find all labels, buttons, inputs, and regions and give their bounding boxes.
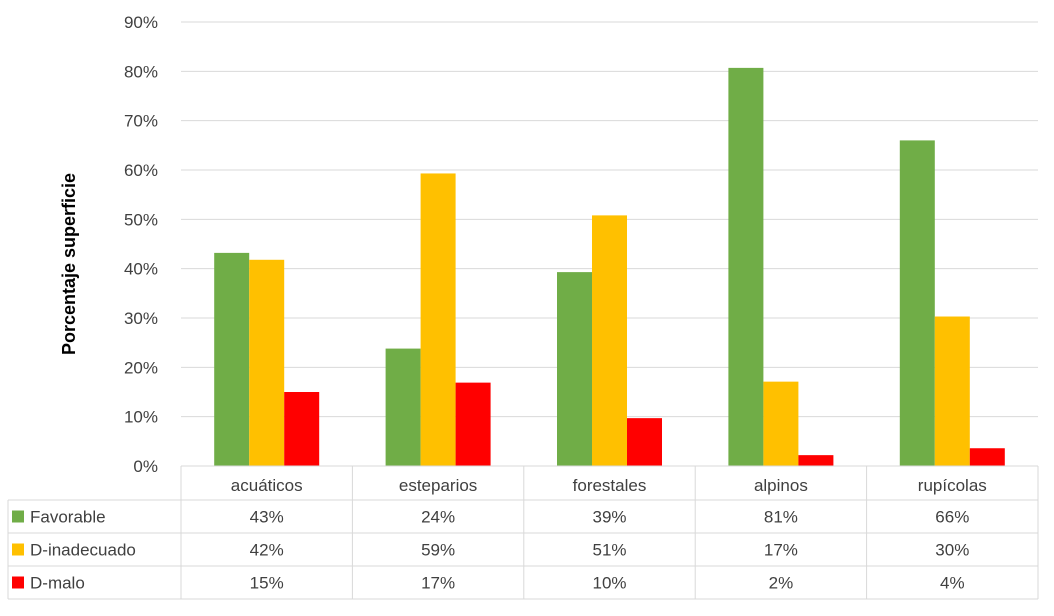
bar — [798, 455, 834, 466]
y-tick-label: 40% — [124, 260, 158, 279]
data-table-value: 42% — [250, 541, 284, 560]
y-tick-label: 10% — [124, 408, 158, 427]
bar — [899, 140, 935, 466]
x-tick-label: alpinos — [754, 476, 808, 495]
bar — [592, 215, 627, 466]
y-tick-label: 30% — [124, 309, 158, 328]
data-table-value: 59% — [421, 541, 455, 560]
data-table-value: 10% — [592, 574, 626, 593]
x-tick-label: esteparios — [399, 476, 477, 495]
y-tick-label: 90% — [124, 13, 158, 32]
data-table-value: 30% — [935, 541, 969, 560]
bar — [385, 348, 421, 466]
data-table-value: 2% — [769, 574, 794, 593]
y-tick-label: 60% — [124, 161, 158, 180]
data-table-value: 4% — [940, 574, 965, 593]
bar — [763, 381, 799, 466]
data-table-value: 17% — [764, 541, 798, 560]
x-tick-label: acuáticos — [231, 476, 303, 495]
bar — [249, 259, 285, 466]
y-tick-label: 70% — [124, 112, 158, 131]
bar — [214, 252, 250, 466]
data-table-value: 15% — [250, 574, 284, 593]
y-tick-label: 80% — [124, 62, 158, 81]
y-tick-label: 20% — [124, 358, 158, 377]
legend-label: D-inadecuado — [30, 541, 136, 560]
bar — [420, 173, 456, 466]
legend-label: Favorable — [30, 508, 106, 527]
bar — [627, 418, 662, 466]
x-tick-label: rupícolas — [918, 476, 987, 495]
data-table-value: 51% — [592, 541, 626, 560]
bar — [728, 67, 764, 466]
legend-swatch — [12, 510, 24, 523]
data-table-value: 24% — [421, 508, 455, 527]
x-tick-label: forestales — [573, 476, 647, 495]
legend-label: D-malo — [30, 574, 85, 593]
data-table-value: 39% — [592, 508, 626, 527]
bar — [284, 392, 320, 466]
bar — [557, 272, 592, 466]
legend-swatch — [12, 543, 24, 556]
y-tick-label: 0% — [133, 457, 158, 476]
legend-swatch — [12, 576, 24, 589]
bar — [455, 382, 491, 466]
data-table-value: 17% — [421, 574, 455, 593]
bar — [934, 316, 970, 466]
y-axis-title: Porcentaje superficie — [59, 173, 79, 355]
data-table-value: 66% — [935, 508, 969, 527]
data-table-value: 81% — [764, 508, 798, 527]
bar — [969, 448, 1005, 466]
y-tick-label: 50% — [124, 210, 158, 229]
data-table-value: 43% — [250, 508, 284, 527]
